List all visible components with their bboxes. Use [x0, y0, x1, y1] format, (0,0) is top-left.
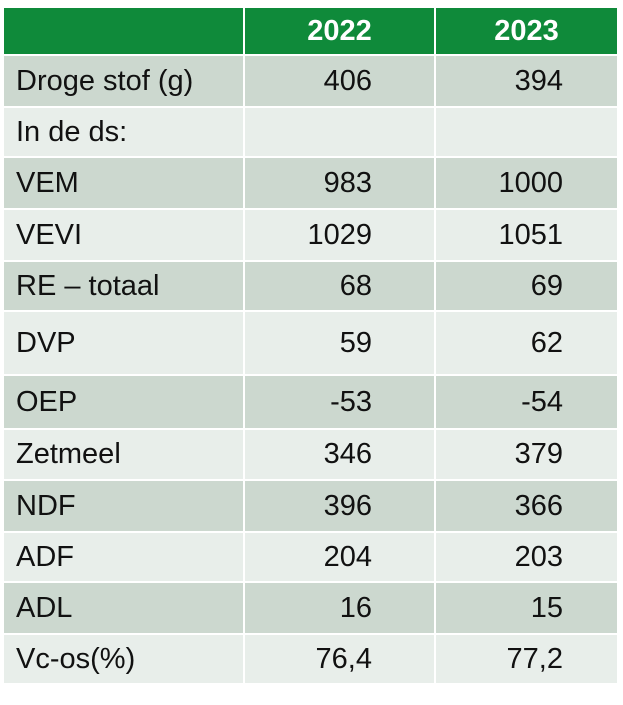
value-2023: 394 — [434, 54, 619, 108]
row-label: OEP — [2, 374, 245, 430]
table-row-droge-stof: Droge stof (g) 406 394 — [2, 54, 619, 108]
value-2022 — [243, 106, 436, 158]
table-row-vem: VEM 983 1000 — [2, 156, 619, 210]
value-2023: 15 — [434, 581, 619, 635]
table-row-vc-os: Vc-os(%) 76,4 77,2 — [2, 633, 619, 685]
row-label: NDF — [2, 479, 245, 533]
row-label: ADF — [2, 531, 245, 583]
value-2023: 1051 — [434, 208, 619, 262]
value-2022: 76,4 — [243, 633, 436, 685]
value-2022: 983 — [243, 156, 436, 210]
value-2022: 59 — [243, 310, 436, 376]
header-year-2022: 2022 — [243, 6, 436, 56]
table-row-ndf: NDF 396 366 — [2, 479, 619, 533]
value-2022: 396 — [243, 479, 436, 533]
value-2022: 1029 — [243, 208, 436, 262]
value-2022: 16 — [243, 581, 436, 635]
value-2023 — [434, 106, 619, 158]
table-row-adf: ADF 204 203 — [2, 531, 619, 583]
value-2022: 346 — [243, 428, 436, 481]
table-row-adl: ADL 16 15 — [2, 581, 619, 635]
table-row-re-totaal: RE – totaal 68 69 — [2, 260, 619, 312]
value-2022: 68 — [243, 260, 436, 312]
value-2023: 203 — [434, 531, 619, 583]
row-label: Droge stof (g) — [2, 54, 245, 108]
value-2023: 1000 — [434, 156, 619, 210]
row-label: In de ds: — [2, 106, 245, 158]
feed-analysis-table-container: 2022 2023 Droge stof (g) 406 394 In de d… — [2, 6, 619, 685]
value-2023: 69 — [434, 260, 619, 312]
table-row-oep: OEP -53 -54 — [2, 374, 619, 430]
row-label: RE – totaal — [2, 260, 245, 312]
row-label: ADL — [2, 581, 245, 635]
row-label: VEM — [2, 156, 245, 210]
value-2022: 204 — [243, 531, 436, 583]
value-2022: 406 — [243, 54, 436, 108]
row-label: VEVI — [2, 208, 245, 262]
table-row-in-de-ds: In de ds: — [2, 106, 619, 158]
value-2023: 77,2 — [434, 633, 619, 685]
header-corner-cell — [2, 6, 245, 56]
feed-analysis-table: 2022 2023 Droge stof (g) 406 394 In de d… — [2, 6, 619, 685]
row-label: DVP — [2, 310, 245, 376]
table-row-zetmeel: Zetmeel 346 379 — [2, 428, 619, 481]
value-2022: -53 — [243, 374, 436, 430]
row-label: Zetmeel — [2, 428, 245, 481]
value-2023: 62 — [434, 310, 619, 376]
table-row-dvp: DVP 59 62 — [2, 310, 619, 376]
value-2023: 379 — [434, 428, 619, 481]
value-2023: 366 — [434, 479, 619, 533]
header-year-2023: 2023 — [434, 6, 619, 56]
table-header-row: 2022 2023 — [2, 6, 619, 56]
row-label: Vc-os(%) — [2, 633, 245, 685]
value-2023: -54 — [434, 374, 619, 430]
table-row-vevi: VEVI 1029 1051 — [2, 208, 619, 262]
